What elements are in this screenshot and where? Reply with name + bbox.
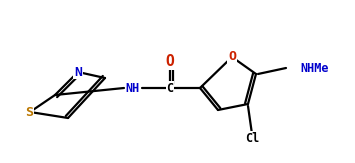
Text: O: O xyxy=(228,51,236,64)
Text: NHMe: NHMe xyxy=(300,61,328,74)
Text: O: O xyxy=(166,54,174,69)
Text: Cl: Cl xyxy=(245,132,259,145)
Text: S: S xyxy=(25,106,33,119)
Text: C: C xyxy=(166,82,174,95)
Text: N: N xyxy=(74,66,82,79)
Text: NH: NH xyxy=(126,82,140,95)
